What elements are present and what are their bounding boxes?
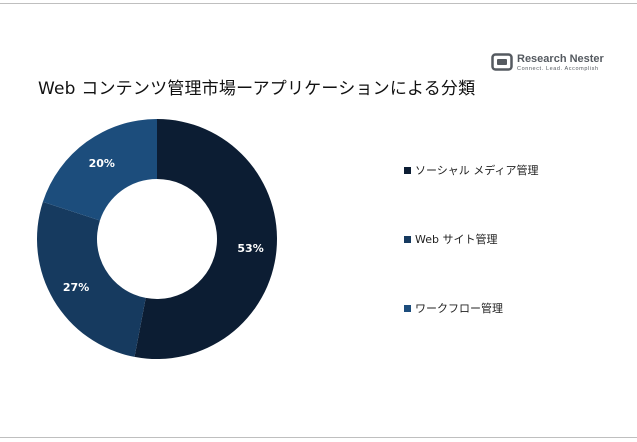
legend-label: ワークフロー管理 bbox=[415, 302, 503, 315]
slice-value-label: 27% bbox=[63, 281, 89, 294]
donut-slice bbox=[42, 119, 158, 221]
logo-icon bbox=[491, 53, 513, 71]
legend-label: ソーシャル メディア管理 bbox=[415, 164, 539, 177]
logo-tagline: Connect. Lead. Accomplish bbox=[517, 66, 599, 72]
legend-swatch bbox=[404, 235, 411, 243]
bottom-divider bbox=[0, 437, 637, 438]
legend-item: Web サイト管理 bbox=[404, 231, 497, 247]
legend-item: ソーシャル メディア管理 bbox=[404, 162, 539, 178]
slice-value-label: 53% bbox=[237, 242, 263, 255]
top-divider bbox=[0, 3, 637, 4]
legend-swatch bbox=[404, 166, 411, 174]
legend-swatch bbox=[404, 304, 411, 312]
donut-slice bbox=[134, 119, 277, 359]
donut-slice bbox=[37, 201, 146, 357]
research-nester-logo: Research Nester Connect. Lead. Accomplis… bbox=[491, 53, 606, 77]
chart-title: Web コンテンツ管理市場ーアプリケーションによる分類 bbox=[38, 79, 476, 99]
legend-label: Web サイト管理 bbox=[415, 233, 498, 246]
slice-value-label: 20% bbox=[89, 157, 115, 170]
legend-item: ワークフロー管理 bbox=[404, 300, 503, 316]
logo-name: Research Nester bbox=[517, 53, 604, 65]
